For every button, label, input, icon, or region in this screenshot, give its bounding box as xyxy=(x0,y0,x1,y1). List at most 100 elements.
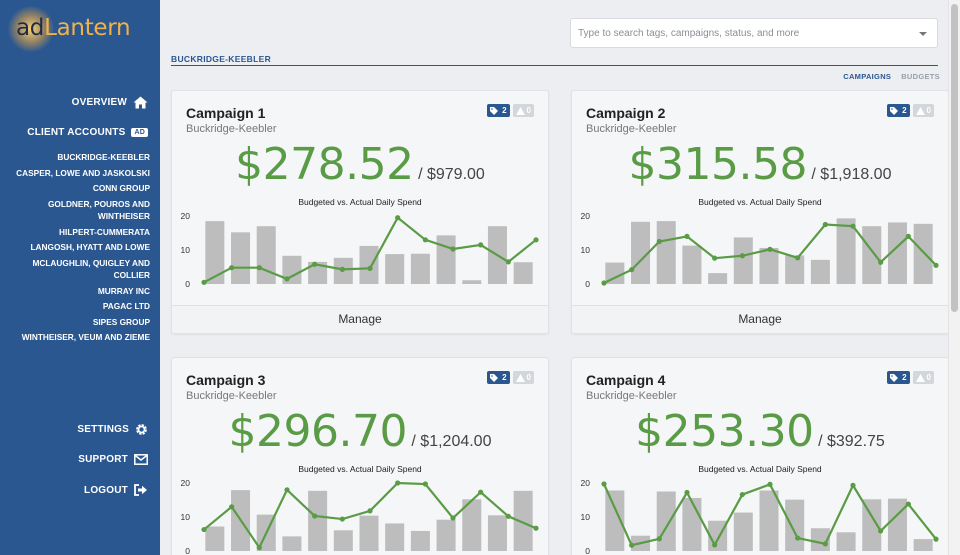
warnings-badge[interactable]: 0 xyxy=(912,371,934,384)
client-item-goldner-pouros-wintheiser[interactable]: GOLDNER, POUROS AND WINTHEISER xyxy=(47,198,150,222)
actual-spend-point xyxy=(339,266,345,272)
actual-spend-point xyxy=(905,233,911,239)
budget-amount: / $392.75 xyxy=(818,433,885,450)
budget-bar xyxy=(656,491,676,551)
budget-bar xyxy=(733,237,753,284)
budget-bar xyxy=(656,221,676,284)
nav-logout[interactable]: LOGOUT xyxy=(84,484,148,496)
actual-spend-point xyxy=(822,221,828,228)
tags-badge[interactable]: 2 xyxy=(487,104,510,117)
actual-spend-point xyxy=(629,267,635,273)
budget-bar xyxy=(436,519,456,551)
actual-spend-point xyxy=(505,513,511,519)
budget-bar xyxy=(462,499,482,551)
chart-title: Budgeted vs. Actual Daily Spend xyxy=(698,464,822,474)
warning-icon xyxy=(515,373,525,382)
budget-bar xyxy=(785,255,805,284)
actual-spend-point xyxy=(367,508,373,514)
tags-badge[interactable]: 2 xyxy=(487,371,510,384)
budget-bar xyxy=(605,262,625,284)
client-item-sipes-group[interactable]: SIPES GROUP xyxy=(92,316,150,327)
warnings-count: 0 xyxy=(926,373,931,382)
card-badges: 2 0 xyxy=(887,104,934,117)
envelope-icon xyxy=(134,454,148,465)
chart-title: Budgeted vs. Actual Daily Spend xyxy=(698,197,822,207)
scrollbar[interactable] xyxy=(948,0,960,555)
nav-support[interactable]: SUPPORT xyxy=(78,454,148,465)
actual-spend-point xyxy=(201,526,207,533)
y-tick-label: 10 xyxy=(581,245,591,255)
client-item-conn-group[interactable]: CONN GROUP xyxy=(92,183,150,193)
actual-spend-point xyxy=(684,489,690,496)
y-tick-label: 0 xyxy=(185,279,190,289)
campaign-title[interactable]: Campaign 2 xyxy=(586,105,666,121)
spend-summary: $315.58 / $1,918.00 xyxy=(572,139,948,190)
actual-spend-point xyxy=(256,545,262,551)
budget-bar xyxy=(308,261,328,284)
campaign-title[interactable]: Campaign 1 xyxy=(186,105,266,121)
tags-count: 2 xyxy=(902,373,907,382)
manage-button[interactable]: Manage xyxy=(572,305,948,333)
tags-badge[interactable]: 2 xyxy=(887,104,910,117)
search-select[interactable]: Type to search tags, campaigns, status, … xyxy=(570,18,938,48)
budget-bar xyxy=(836,532,856,551)
tab-campaigns[interactable]: CAMPAIGNS xyxy=(843,72,892,81)
actual-spend-point xyxy=(450,515,456,521)
warnings-badge[interactable]: 0 xyxy=(912,104,934,117)
client-item-buckridge-keebler[interactable]: BUCKRIDGE-KEEBLER xyxy=(57,152,150,162)
nav-client-accounts[interactable]: CLIENT ACCOUNTS AD xyxy=(27,127,148,138)
actual-spend-point xyxy=(422,481,428,487)
brand-logo[interactable]: adLantern xyxy=(8,6,131,52)
y-tick-label: 0 xyxy=(185,546,190,555)
budget-bar xyxy=(682,245,702,284)
nav-logout-label: LOGOUT xyxy=(84,484,128,496)
campaign-client: Buckridge-Keebler xyxy=(586,390,677,402)
y-tick-label: 20 xyxy=(581,211,591,221)
client-item-casper-lowe-jaskolski[interactable]: CASPER, LOWE AND JASKOLSKI xyxy=(16,167,150,178)
client-item-pagac-ltd[interactable]: PAGAC LTD xyxy=(102,301,150,311)
campaign-card: Campaign 3 Buckridge-Keebler 2 0 $296.70… xyxy=(171,357,549,555)
actual-spend-point xyxy=(367,265,373,271)
campaign-card: Campaign 4 Buckridge-Keebler 2 0 $253.30… xyxy=(571,357,949,555)
actual-spend-point xyxy=(712,542,718,548)
home-icon xyxy=(133,96,148,109)
warnings-badge[interactable]: 0 xyxy=(512,104,534,117)
manage-button[interactable]: Manage xyxy=(172,305,548,333)
nav-settings[interactable]: SETTINGS xyxy=(77,423,148,436)
chevron-down-icon[interactable] xyxy=(919,32,927,36)
budget-bar xyxy=(513,262,533,284)
client-item-hilpert-cummerata[interactable]: HILPERT-CUMMERATA xyxy=(59,226,150,237)
campaign-title[interactable]: Campaign 3 xyxy=(186,372,266,388)
spend-amount: $278.52 xyxy=(235,139,414,190)
actual-spend-point xyxy=(933,262,939,268)
tags-badge[interactable]: 2 xyxy=(887,371,910,384)
actual-spend-point xyxy=(312,261,318,267)
client-item-wintheiser-veum-zieme[interactable]: WINTHEISER, VEUM AND ZIEME xyxy=(21,332,150,342)
tags-icon xyxy=(890,373,899,382)
y-tick-label: 0 xyxy=(585,279,590,289)
campaign-title[interactable]: Campaign 4 xyxy=(586,372,666,388)
budget-bar xyxy=(231,232,251,284)
y-tick-label: 10 xyxy=(581,512,591,522)
warnings-badge[interactable]: 0 xyxy=(512,371,534,384)
client-item-murray-inc[interactable]: MURRAY INC xyxy=(97,285,150,296)
tags-icon xyxy=(490,106,499,115)
actual-spend-point xyxy=(767,246,773,252)
actual-spend-point xyxy=(533,237,539,243)
scrollbar-thumb[interactable] xyxy=(951,4,958,312)
tags-icon xyxy=(490,373,499,382)
budget-bar xyxy=(256,226,276,284)
budget-bar xyxy=(513,490,533,551)
budget-bar xyxy=(682,497,702,551)
tags-count: 2 xyxy=(502,373,507,382)
actual-spend-point xyxy=(505,259,511,265)
client-item-langosh-hyatt-lowe[interactable]: LANGOSH, HYATT AND LOWE xyxy=(30,242,150,252)
budget-bar xyxy=(862,499,882,551)
nav-overview[interactable]: OVERVIEW xyxy=(72,96,148,109)
client-item-mclaughlin-quigley-collier[interactable]: MCLAUGHLIN, QUIGLEY AND COLLIER xyxy=(32,257,150,281)
card-badges: 2 0 xyxy=(487,104,534,117)
tab-budgets[interactable]: BUDGETS xyxy=(901,72,940,81)
client-list: BUCKRIDGE-KEEBLER CASPER, LOWE AND JASKO… xyxy=(10,151,150,347)
card-badges: 2 0 xyxy=(887,371,934,384)
warnings-count: 0 xyxy=(526,373,531,382)
